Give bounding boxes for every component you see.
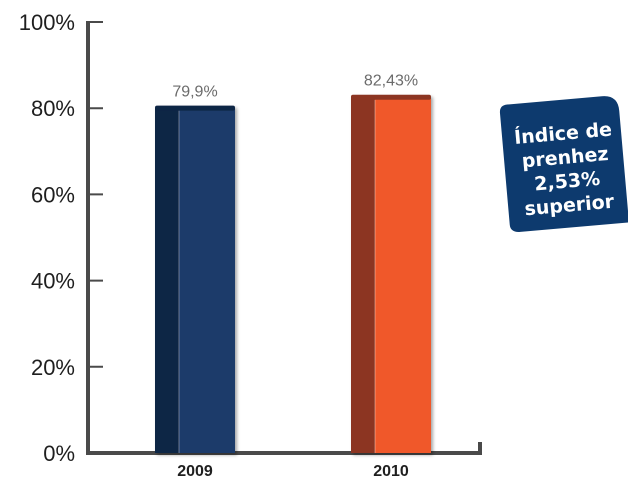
y-tick-label: 20% — [31, 355, 75, 380]
y-tick-label: 100% — [19, 10, 75, 35]
labels-group: 79,9% 2009 82,43% 2010 — [172, 73, 418, 479]
callout-background — [499, 96, 628, 232]
y-tick-label: 60% — [31, 182, 75, 207]
y-tick-label: 0% — [43, 441, 75, 466]
callout-badge: Índice de prenhez 2,53% superior — [499, 96, 628, 232]
category-label: 2009 — [177, 463, 213, 479]
y-axis-ticks: 0% 20% 40% 60% 80% 100% — [19, 10, 103, 466]
y-tick-label: 40% — [31, 269, 75, 294]
bar-side-shade — [351, 97, 375, 454]
bar-top-cap — [351, 94, 431, 100]
bar-2010 — [351, 94, 431, 454]
bar-2009 — [155, 105, 235, 454]
category-label: 2010 — [373, 463, 409, 479]
data-label: 82,43% — [364, 73, 418, 90]
bars-group — [155, 94, 431, 454]
data-label: 79,9% — [172, 84, 217, 101]
y-tick-label: 80% — [31, 96, 75, 121]
bar-top-cap — [155, 105, 235, 111]
bar-side-shade — [155, 108, 179, 454]
